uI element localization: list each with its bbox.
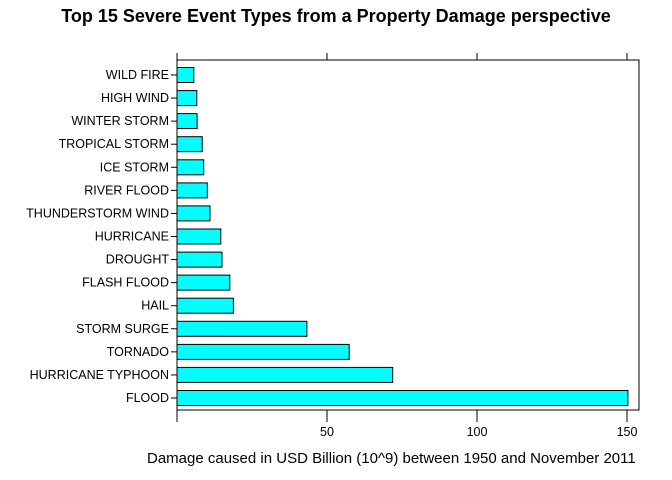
x-axis-top-ticks (176, 53, 628, 60)
category-label: THUNDERSTORM WIND (26, 206, 169, 220)
y-axis-ticks (171, 74, 177, 399)
bar-ice-storm (176, 159, 205, 176)
category-label: TROPICAL STORM (59, 137, 169, 151)
bars (176, 67, 629, 406)
bar-flood (176, 390, 629, 406)
bar-wild-fire (176, 67, 195, 83)
category-label: WINTER STORM (71, 114, 169, 128)
bar-hail (176, 297, 234, 314)
bar-river-flood (176, 182, 208, 199)
bar-drought (176, 251, 223, 268)
x-axis-bottom-ticks (176, 410, 628, 422)
bar-tornado (176, 343, 350, 360)
bar-flash-flood (176, 274, 231, 291)
x-axis-labels: 50 100 150 (320, 425, 637, 439)
x-axis-label: Damage caused in USD Billion (10^9) betw… (147, 450, 636, 467)
category-label: DROUGHT (106, 253, 170, 267)
category-label: HURRICANE (95, 230, 169, 244)
bar-tropical-storm (176, 136, 203, 153)
category-label: RIVER FLOOD (84, 183, 169, 197)
category-label: HIGH WIND (101, 91, 169, 105)
category-label: HURRICANE TYPHOON (30, 368, 169, 382)
chart-title: Top 15 Severe Event Types from a Propert… (61, 6, 611, 26)
x-tick-label: 100 (467, 425, 488, 439)
bar-winter-storm (176, 113, 198, 130)
category-label: WILD FIRE (106, 68, 169, 82)
category-label: ICE STORM (100, 160, 169, 174)
bar-hurricane-typhoon (176, 366, 394, 383)
category-label: FLOOD (126, 391, 169, 405)
category-label: HAIL (141, 299, 169, 313)
x-tick-label: 150 (617, 425, 638, 439)
category-label: FLASH FLOOD (82, 276, 169, 290)
bar-hurricane (176, 228, 222, 245)
category-label: TORNADO (107, 345, 170, 359)
y-axis-labels: FLOOD HURRICANE TYPHOON TORNADO STORM SURGE… (26, 68, 169, 405)
bar-storm-surge (176, 320, 308, 337)
bar-high-wind (176, 90, 198, 107)
category-label: STORM SURGE (76, 322, 169, 336)
bar-thunderstorm-wind (176, 205, 211, 222)
x-tick-label: 50 (320, 425, 334, 439)
